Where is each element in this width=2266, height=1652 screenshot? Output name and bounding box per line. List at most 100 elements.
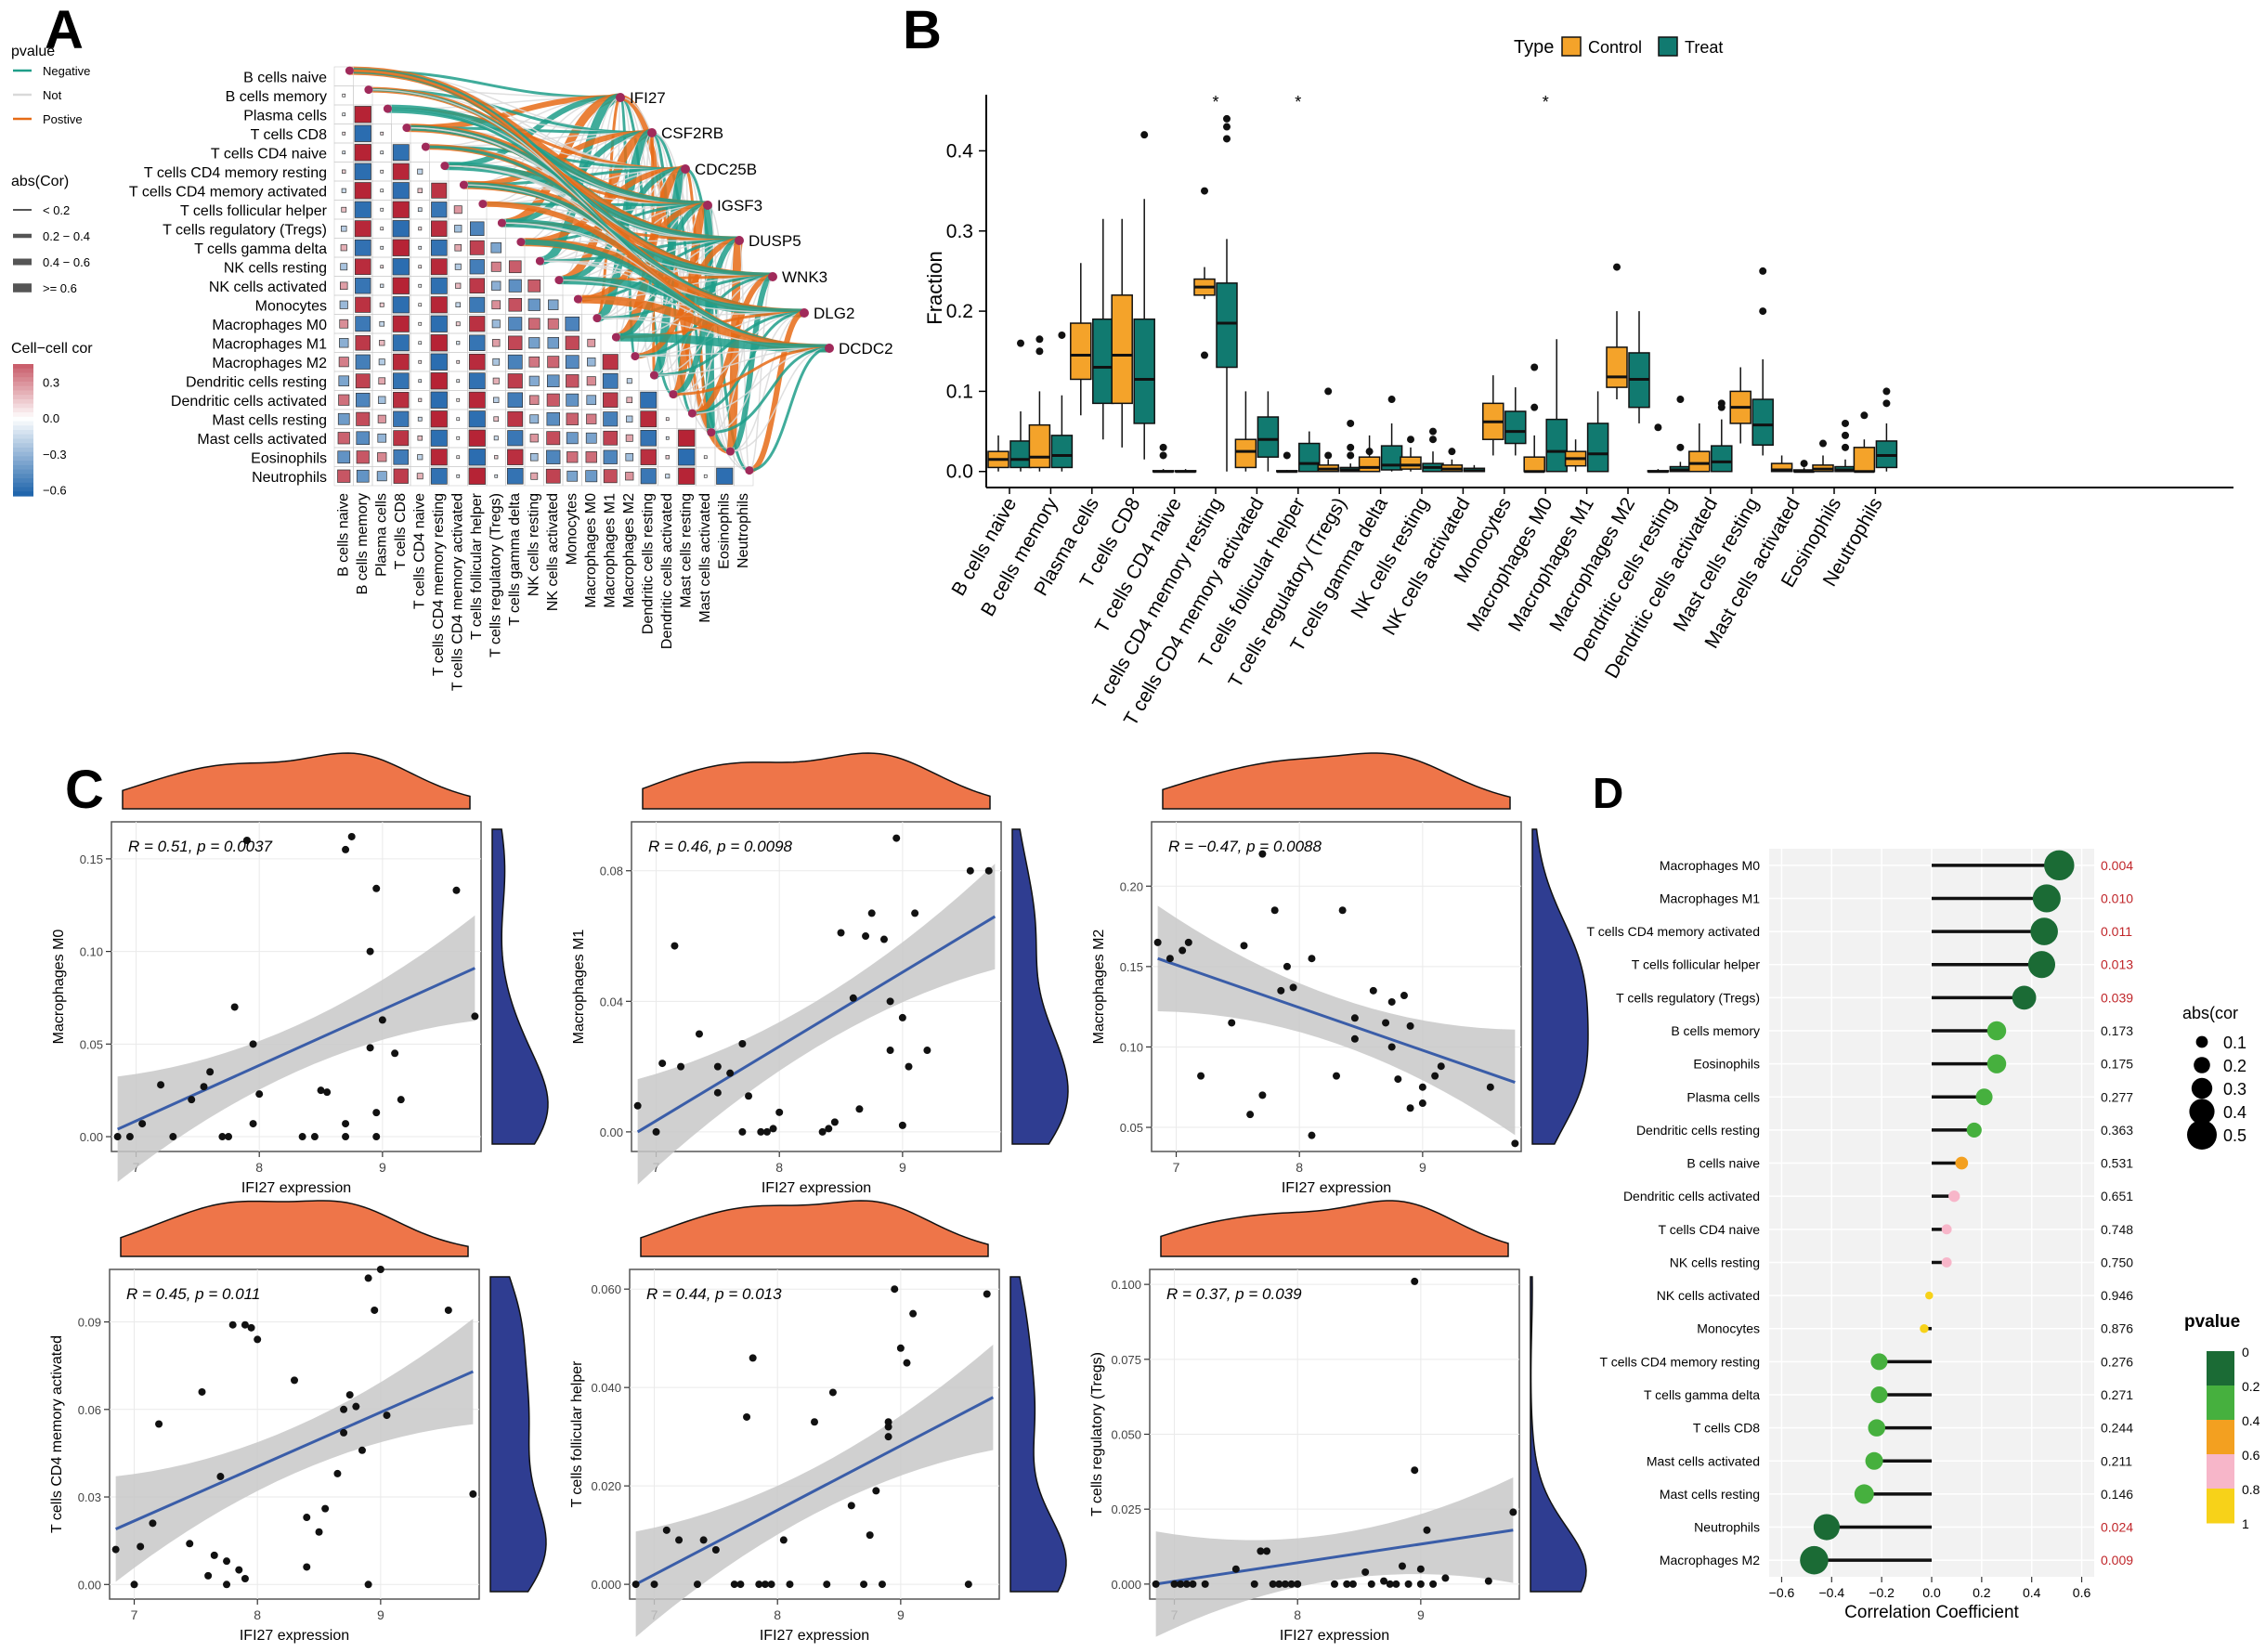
box-outlier [1347, 419, 1355, 427]
box [1523, 456, 1545, 473]
data-point [200, 1083, 208, 1091]
data-point [206, 1068, 215, 1076]
heatmap-cell [342, 93, 346, 98]
colorbar-segment [13, 461, 33, 466]
data-point [255, 1090, 264, 1099]
row-label: Mast cells resting [1660, 1487, 1760, 1502]
heatmap-cell [602, 354, 619, 371]
heatmap-cell [417, 416, 423, 422]
heatmap-cell [393, 468, 409, 484]
heatmap-cell [418, 283, 423, 288]
data-point [984, 866, 993, 875]
gene-label: DLG2 [814, 305, 854, 322]
heatmap-cell [354, 220, 371, 238]
significance-mark: * [1295, 93, 1301, 111]
legend-swatch [1561, 36, 1582, 57]
y-tick-label: 0.4 [946, 140, 974, 162]
y-tick-label: 0.020 [591, 1479, 621, 1493]
p-value-label: 0.009 [2101, 1553, 2133, 1567]
y-axis-title: T cells CD4 memory activated [49, 1335, 65, 1533]
scatter-plot-3: 7 8 9 0.05 0.10 0.15 0.20 R = −0.47, p = 0.0088… [1091, 752, 1589, 1196]
heatmap-cell [566, 432, 579, 445]
p-value-label: 0.013 [2101, 957, 2133, 972]
legend-label: Treat [1685, 38, 1723, 57]
marginal-density-x [120, 1200, 469, 1257]
data-point [983, 1290, 991, 1298]
heatmap-cell [392, 258, 410, 276]
heatmap-cell [342, 131, 346, 136]
colorbar-segment [13, 372, 33, 378]
heatmap-cell [376, 471, 387, 482]
data-point [1486, 1083, 1494, 1091]
heatmap-cell [454, 243, 462, 252]
column-label: T cells CD4 naive [411, 493, 427, 609]
data-point [218, 1133, 227, 1141]
heatmap-cell [585, 432, 597, 444]
colorbar-segment [13, 381, 33, 387]
heatmap-cell [469, 278, 486, 294]
heatmap-cell [355, 316, 371, 332]
box [1545, 418, 1568, 473]
heatmap-cell [494, 455, 499, 460]
heatmap-cell [430, 277, 448, 294]
heatmap-cell [354, 106, 371, 124]
data-point [371, 1306, 379, 1314]
link-edge [692, 347, 830, 414]
column-label: Macrophages M1 [602, 493, 618, 608]
row-label: Mast cells activated [1647, 1453, 1760, 1468]
heatmap-cell [490, 261, 501, 272]
data-point [898, 1121, 906, 1129]
data-point [745, 1092, 753, 1100]
column-label: B cells memory [355, 493, 371, 594]
link-edge [730, 347, 830, 452]
column-label: T cells follicular helper [469, 492, 485, 640]
colorbar-segment [13, 469, 33, 475]
p-value-label: 0.748 [2101, 1222, 2133, 1237]
lollipop-dot [1865, 1451, 1883, 1470]
correlation-stat: R = 0.37, p = 0.039 [1166, 1285, 1302, 1303]
cell-node [516, 238, 526, 247]
box-outlier [1035, 347, 1044, 356]
data-point [775, 1108, 784, 1116]
heatmap-cell [337, 432, 350, 445]
data-point [879, 935, 888, 943]
data-point [903, 1359, 911, 1367]
data-point [671, 942, 679, 950]
p-value-label: 0.146 [2101, 1487, 2133, 1502]
heatmap-cell [491, 319, 501, 329]
heatmap-cell [455, 321, 461, 327]
column-label: Dendritic cells resting [640, 493, 656, 634]
data-point [1416, 1580, 1425, 1588]
data-point [767, 1580, 775, 1589]
p-value-label: 0.277 [2101, 1089, 2133, 1104]
gene-label: WNK3 [782, 268, 827, 286]
heatmap-cell [603, 392, 619, 408]
data-point [1277, 986, 1285, 995]
row-label: T cells regulatory (Tregs) [1616, 990, 1760, 1005]
row-label: T cells CD8 [251, 127, 327, 143]
x-tick-label: 0.0 [1922, 1585, 1941, 1600]
data-point [169, 1133, 177, 1141]
heatmap-cell [507, 449, 524, 465]
data-point [137, 1542, 145, 1551]
box [1133, 318, 1155, 424]
data-point [1411, 1466, 1419, 1475]
data-point [1258, 1091, 1267, 1099]
heatmap-cell [529, 414, 540, 424]
p-value-label: 0.276 [2101, 1354, 2133, 1369]
heatmap-cell [355, 334, 371, 351]
data-point [1331, 1580, 1338, 1588]
heatmap-cell [530, 472, 539, 480]
y-tick-label: 0.00 [600, 1125, 623, 1139]
p-value-label: 0.651 [2101, 1189, 2133, 1203]
box-outlier [1800, 460, 1808, 468]
colorbar-segment [13, 447, 33, 453]
data-point [675, 1536, 684, 1544]
column-label: Dendritic cells activated [659, 493, 675, 649]
data-point [376, 1266, 384, 1273]
data-point [342, 1133, 350, 1141]
gene-label: IFI27 [630, 89, 666, 107]
panel-c-label: C [65, 760, 104, 820]
heatmap-cell [377, 452, 387, 462]
row-label: B cells memory [1671, 1023, 1760, 1038]
